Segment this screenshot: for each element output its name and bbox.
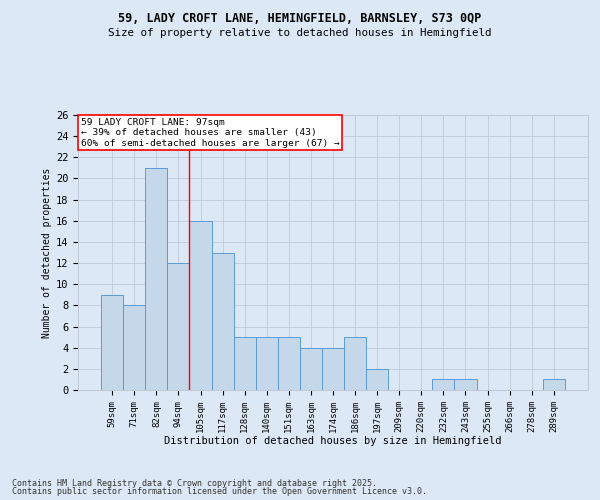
Y-axis label: Number of detached properties: Number of detached properties xyxy=(41,168,52,338)
Bar xyxy=(190,221,212,390)
Bar xyxy=(433,380,454,390)
Bar xyxy=(212,252,233,390)
Bar xyxy=(366,369,388,390)
Bar xyxy=(233,337,256,390)
Bar xyxy=(101,295,123,390)
Bar xyxy=(322,348,344,390)
Bar xyxy=(344,337,366,390)
Bar xyxy=(167,263,190,390)
Text: Contains HM Land Registry data © Crown copyright and database right 2025.: Contains HM Land Registry data © Crown c… xyxy=(12,478,377,488)
Text: Size of property relative to detached houses in Hemingfield: Size of property relative to detached ho… xyxy=(108,28,492,38)
Bar xyxy=(256,337,278,390)
Text: 59 LADY CROFT LANE: 97sqm
← 39% of detached houses are smaller (43)
60% of semi-: 59 LADY CROFT LANE: 97sqm ← 39% of detac… xyxy=(80,118,340,148)
Bar xyxy=(300,348,322,390)
Text: 59, LADY CROFT LANE, HEMINGFIELD, BARNSLEY, S73 0QP: 59, LADY CROFT LANE, HEMINGFIELD, BARNSL… xyxy=(118,12,482,26)
Bar xyxy=(278,337,300,390)
X-axis label: Distribution of detached houses by size in Hemingfield: Distribution of detached houses by size … xyxy=(164,436,502,446)
Bar xyxy=(454,380,476,390)
Bar xyxy=(123,306,145,390)
Bar xyxy=(543,380,565,390)
Text: Contains public sector information licensed under the Open Government Licence v3: Contains public sector information licen… xyxy=(12,487,427,496)
Bar xyxy=(145,168,167,390)
